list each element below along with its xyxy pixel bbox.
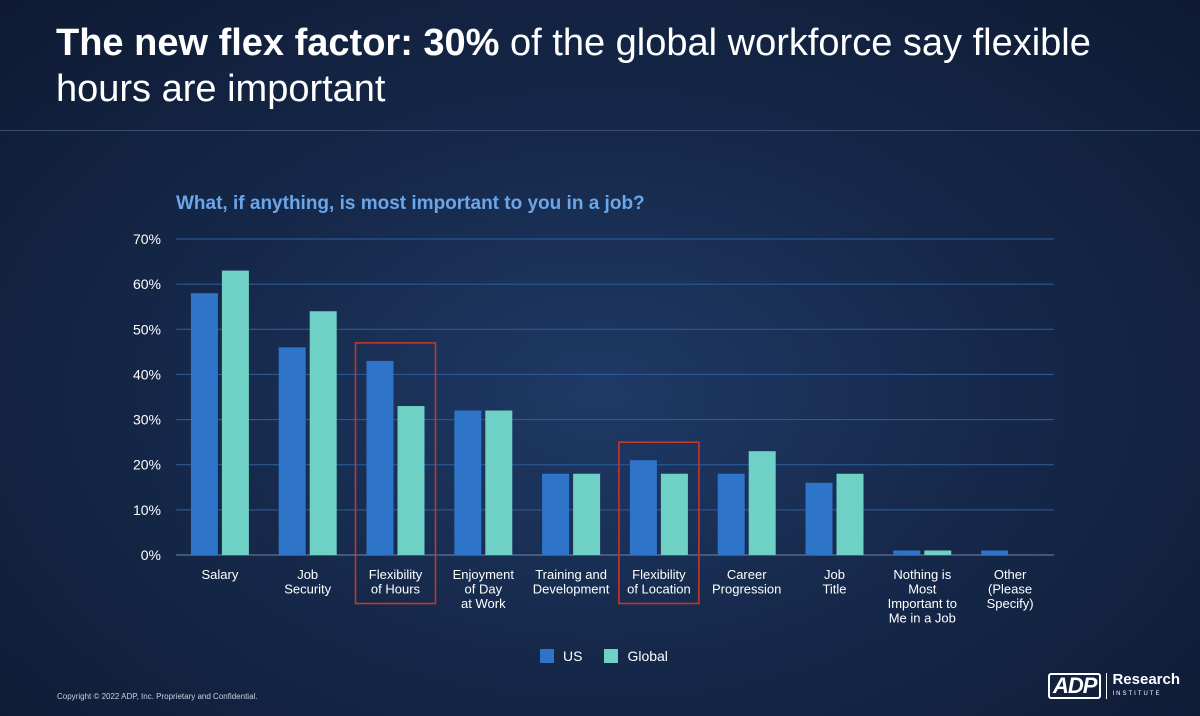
x-tick-label-line: Career <box>727 567 767 582</box>
bar-us-9 <box>981 550 1009 555</box>
x-tick-label: Other (Please Specify) <box>987 567 1034 611</box>
bar-global-0 <box>221 270 249 555</box>
x-tick-label: Flexibility of Hours <box>369 567 423 597</box>
slide-title-bold: The new flex factor: 30% <box>56 22 500 64</box>
x-tick-label-line: Enjoyment <box>453 567 515 582</box>
legend-item-us: US <box>540 648 582 664</box>
legend-item-global: Global <box>604 648 668 664</box>
highlight-box-2 <box>354 342 437 605</box>
y-tick-label: 70% <box>133 231 161 247</box>
y-tick-label: 10% <box>133 502 161 518</box>
bar-global-6 <box>748 451 776 555</box>
x-tick-label: Training and Development <box>533 567 610 597</box>
x-tick-label-line: Flexibility <box>632 567 686 582</box>
logo-text: Research INSTITUTE <box>1112 672 1180 700</box>
bar-us-3 <box>454 410 482 555</box>
legend-label-global: Global <box>627 648 668 664</box>
slide-title: The new flex factor: 30% of the global w… <box>56 20 1156 112</box>
bar-global-2 <box>397 406 425 555</box>
x-tick-label-line: of Hours <box>371 582 421 597</box>
y-tick-label: 20% <box>133 457 161 473</box>
legend-label-us: US <box>563 648 583 664</box>
legend-swatch-global <box>604 649 619 663</box>
x-tick-label-line: Title <box>822 582 846 597</box>
x-tick-label-line: Me in a Job <box>889 611 956 626</box>
x-tick-label-line: Specify) <box>987 596 1034 611</box>
x-tick-label-line: of Day <box>465 582 503 597</box>
logo-institute-label: INSTITUTE <box>1112 691 1162 697</box>
highlight-box-5 <box>618 441 700 605</box>
adp-logo-mark: ADP <box>1048 673 1102 699</box>
x-tick-label-line: Job <box>824 567 845 582</box>
legend-swatch-us <box>540 649 554 663</box>
x-tick-label-line: Other <box>994 567 1027 582</box>
x-tick-label-line: Training and <box>535 567 607 582</box>
x-tick-label: Job Title <box>822 567 846 597</box>
bar-global-4 <box>573 473 601 555</box>
x-tick-label-line: Flexibility <box>369 567 423 582</box>
y-tick-label: 0% <box>141 547 161 563</box>
x-tick-label-line: Most <box>908 582 937 597</box>
bar-us-2 <box>366 360 394 555</box>
y-tick-label: 50% <box>133 321 161 337</box>
bar-us-5 <box>629 460 657 555</box>
bar-chart: 0%10%20%30%40%50%60%70%Salary Job Security… <box>133 231 1054 626</box>
x-tick-label-line: Security <box>284 582 331 597</box>
x-tick-label-line: Development <box>533 582 610 597</box>
bar-us-8 <box>893 550 921 555</box>
bar-global-8 <box>924 550 952 555</box>
bar-us-1 <box>278 347 306 555</box>
bar-global-7 <box>836 473 864 555</box>
bar-us-6 <box>717 473 745 555</box>
x-tick-label-line: Important to <box>888 596 957 611</box>
chart-legend: US Global <box>540 648 690 664</box>
logo-research-label: Research <box>1112 671 1180 688</box>
y-tick-label: 40% <box>133 366 161 382</box>
bar-us-4 <box>542 473 570 555</box>
x-tick-label: Career Progression <box>712 567 781 597</box>
x-tick-label-line: (Please <box>988 582 1032 597</box>
y-tick-label: 30% <box>133 412 161 428</box>
adp-research-logo: ADP Research INSTITUTE <box>1048 672 1180 700</box>
x-tick-label: Flexibility of Location <box>627 567 691 597</box>
copyright-notice: Copyright © 2022 ADP, Inc. Proprietary a… <box>57 692 258 701</box>
x-tick-label: Nothing is Most Important to Me in a Job <box>888 567 957 626</box>
x-tick-label-line: Progression <box>712 582 781 597</box>
x-tick-label-line: Job <box>297 567 318 582</box>
chart-title: What, if anything, is most important to … <box>176 193 645 214</box>
y-tick-label: 60% <box>133 276 161 292</box>
title-divider <box>0 130 1200 131</box>
bar-us-7 <box>805 482 833 555</box>
x-tick-label-line: at Work <box>461 596 506 611</box>
x-tick-label: Enjoyment of Day at Work <box>453 567 515 611</box>
x-tick-label: Job Security <box>284 567 331 597</box>
bar-global-3 <box>485 410 513 555</box>
x-tick-label: Salary <box>201 567 238 582</box>
x-tick-label-line: Salary <box>201 567 238 582</box>
x-tick-label-line: of Location <box>627 582 691 597</box>
bar-global-5 <box>660 473 688 555</box>
slide-title-rest: of the global workforce say flexible hou… <box>56 22 1091 110</box>
bar-global-1 <box>309 311 337 555</box>
x-tick-label-line: Nothing is <box>893 567 951 582</box>
bar-us-0 <box>190 293 218 555</box>
logo-divider <box>1106 673 1108 699</box>
